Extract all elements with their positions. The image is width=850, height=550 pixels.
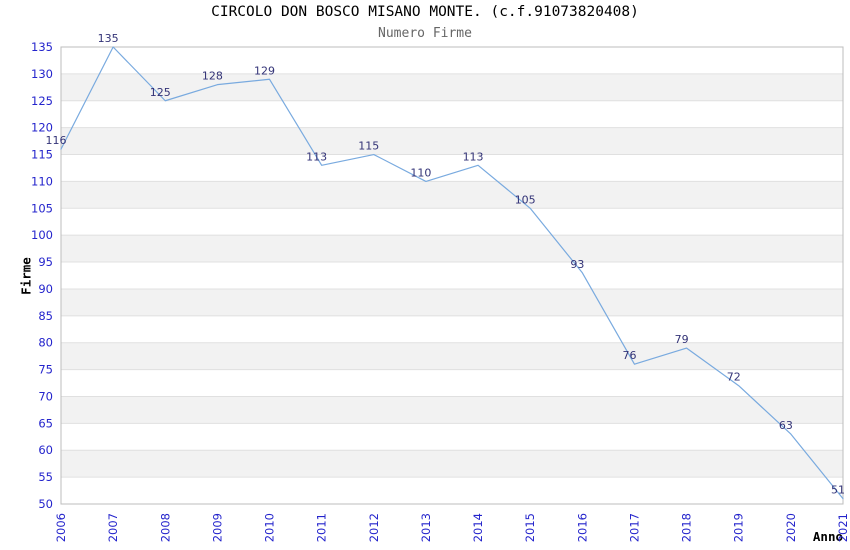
plot-band xyxy=(61,154,843,182)
y-tick-label: 95 xyxy=(38,255,53,269)
plot-band xyxy=(61,315,843,343)
y-tick-label: 90 xyxy=(38,282,53,296)
plot-band xyxy=(61,235,843,263)
y-tick-label: 65 xyxy=(38,416,53,430)
x-tick-label: 2020 xyxy=(784,513,798,542)
data-point-label: 72 xyxy=(727,371,741,384)
data-point-label: 93 xyxy=(570,258,584,271)
data-point-label: 113 xyxy=(306,150,327,163)
x-tick-label: 2017 xyxy=(627,513,641,542)
y-tick-label: 60 xyxy=(38,443,53,457)
x-tick-label: 2019 xyxy=(732,513,746,542)
y-tick-label: 55 xyxy=(38,470,53,484)
y-tick-label: 75 xyxy=(38,363,53,377)
plot-band xyxy=(61,369,843,397)
x-tick-label: 2012 xyxy=(367,513,381,542)
y-tick-label: 120 xyxy=(31,121,53,135)
y-tick-label: 135 xyxy=(31,40,53,54)
data-point-label: 76 xyxy=(622,349,636,362)
plot-band xyxy=(61,47,843,74)
plot-band xyxy=(61,423,843,451)
data-line xyxy=(60,46,844,500)
y-tick-label: 105 xyxy=(31,201,53,215)
y-tick-label: 85 xyxy=(38,309,53,323)
y-tick-label: 100 xyxy=(31,228,53,242)
data-point-label: 63 xyxy=(779,419,793,432)
x-tick-label: 2011 xyxy=(315,513,329,542)
x-tick-label: 2018 xyxy=(680,513,694,542)
data-point-label: 51 xyxy=(831,484,845,497)
y-tick-label: 125 xyxy=(31,94,53,108)
data-point-label: 105 xyxy=(515,193,536,206)
y-tick-label: 115 xyxy=(31,148,53,162)
data-point-label: 125 xyxy=(150,86,171,99)
x-axis-title: Anno xyxy=(812,529,843,544)
plot-band xyxy=(61,477,843,504)
y-tick-label: 50 xyxy=(38,497,53,511)
data-point-label: 115 xyxy=(358,140,379,153)
data-point-label: 135 xyxy=(98,32,119,45)
chart-title: CIRCOLO DON BOSCO MISANO MONTE. (c.f.910… xyxy=(211,4,639,20)
x-tick-label: 2007 xyxy=(106,513,120,542)
plot-band xyxy=(61,73,843,101)
y-tick-label: 130 xyxy=(31,67,53,81)
data-point-label: 129 xyxy=(254,64,275,77)
chart-subtitle: Numero Firme xyxy=(378,26,472,41)
plot-band xyxy=(61,208,843,236)
y-tick-label: 110 xyxy=(31,174,53,188)
plot-band xyxy=(61,288,843,316)
data-point-label: 113 xyxy=(463,150,484,163)
plot-band xyxy=(61,396,843,424)
data-point-label: 128 xyxy=(202,70,223,83)
data-point-label: 79 xyxy=(675,333,689,346)
data-point-label: 116 xyxy=(46,134,67,147)
data-point-label: 110 xyxy=(410,166,431,179)
y-tick-label: 70 xyxy=(38,389,53,403)
x-tick-label: 2013 xyxy=(419,513,433,542)
x-tick-label: 2009 xyxy=(210,513,224,542)
plot-band xyxy=(61,342,843,370)
plot-band xyxy=(61,127,843,155)
x-tick-label: 2016 xyxy=(575,513,589,542)
plot-band xyxy=(61,262,843,289)
x-tick-label: 2006 xyxy=(54,513,68,542)
plot-band xyxy=(61,450,843,478)
plot-band xyxy=(61,181,843,209)
x-tick-label: 2015 xyxy=(523,513,537,542)
x-tick-label: 2008 xyxy=(158,513,172,542)
y-tick-label: 80 xyxy=(38,336,53,350)
x-tick-label: 2014 xyxy=(471,513,485,542)
x-tick-label: 2010 xyxy=(263,513,277,542)
x-tick-label: 2021 xyxy=(836,513,850,542)
plot-border xyxy=(60,46,844,505)
plot-band xyxy=(61,100,843,128)
